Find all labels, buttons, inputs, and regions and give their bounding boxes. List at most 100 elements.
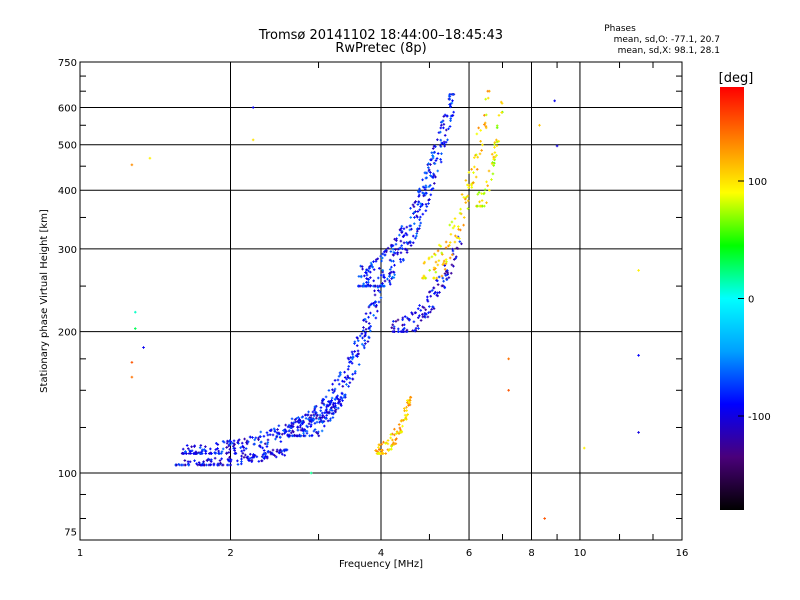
data-point <box>283 428 287 431</box>
data-point <box>419 319 423 322</box>
data-point <box>427 185 431 188</box>
data-point <box>411 312 414 316</box>
data-point <box>455 236 459 239</box>
data-point <box>215 441 218 445</box>
data-point <box>290 424 293 427</box>
data-point <box>483 123 486 126</box>
data-point <box>409 244 413 247</box>
data-point <box>424 171 427 175</box>
data-point <box>383 253 387 257</box>
data-point <box>365 273 369 277</box>
data-point <box>470 186 474 189</box>
data-point <box>419 202 423 205</box>
data-point <box>265 445 269 448</box>
data-point <box>429 171 432 174</box>
data-point <box>388 282 392 286</box>
data-point <box>290 421 293 425</box>
data-point <box>306 413 310 417</box>
data-point <box>341 385 345 388</box>
data-point <box>393 251 397 255</box>
data-point <box>227 440 231 444</box>
data-point <box>384 452 388 455</box>
data-point <box>310 418 313 422</box>
data-point <box>309 414 313 417</box>
data-point <box>403 315 407 318</box>
data-point <box>236 459 239 463</box>
x-tick-label: 6 <box>466 548 472 559</box>
data-point <box>424 308 427 312</box>
data-point <box>398 228 402 231</box>
data-point <box>367 327 371 330</box>
data-point <box>436 279 439 283</box>
data-point <box>333 397 337 401</box>
data-point <box>439 143 442 147</box>
data-point <box>268 450 272 454</box>
data-point <box>432 173 436 177</box>
data-point <box>474 175 478 179</box>
data-point <box>362 344 366 348</box>
data-point <box>385 250 388 254</box>
data-point <box>320 401 324 405</box>
data-point <box>426 299 430 303</box>
data-point <box>351 377 354 381</box>
data-point <box>436 294 440 298</box>
data-point <box>451 249 455 253</box>
data-point <box>262 434 266 438</box>
data-point <box>317 417 321 421</box>
data-point <box>199 444 203 447</box>
data-point <box>434 253 437 257</box>
data-point <box>236 439 240 443</box>
y-tick-label: 400 <box>58 186 77 197</box>
data-point <box>478 152 482 156</box>
data-point <box>321 397 325 401</box>
data-point <box>216 463 220 467</box>
data-point <box>292 421 296 424</box>
data-point <box>320 399 324 403</box>
data-point <box>442 261 445 265</box>
data-point <box>315 420 319 424</box>
data-point <box>456 247 460 250</box>
data-point <box>425 191 428 195</box>
data-point <box>492 164 495 167</box>
data-point <box>399 430 403 434</box>
data-point <box>266 433 270 437</box>
data-point <box>275 435 278 439</box>
data-point <box>442 259 446 263</box>
data-point <box>378 284 382 288</box>
data-point <box>186 447 190 450</box>
y-tick-label: 75 <box>64 528 77 539</box>
data-point <box>307 417 310 421</box>
data-point <box>183 459 187 462</box>
data-point <box>180 463 184 467</box>
data-point <box>417 193 421 197</box>
data-point <box>412 211 416 214</box>
data-point <box>363 318 367 321</box>
data-point <box>142 346 145 349</box>
data-point <box>330 409 334 412</box>
data-point <box>369 329 372 333</box>
data-point <box>381 282 384 285</box>
data-point <box>233 447 237 450</box>
data-point <box>389 433 393 436</box>
data-point <box>219 452 223 455</box>
data-point <box>417 327 420 330</box>
data-point <box>372 279 376 283</box>
data-point <box>297 421 301 424</box>
data-point <box>373 289 376 293</box>
data-point <box>434 159 438 162</box>
data-point <box>538 123 541 127</box>
data-point <box>448 223 452 227</box>
data-point <box>454 255 458 259</box>
data-point <box>493 141 497 144</box>
data-point <box>466 194 470 198</box>
data-point <box>205 459 209 462</box>
data-point <box>130 361 134 364</box>
data-point <box>448 256 452 260</box>
x-tick-label: 4 <box>378 548 384 559</box>
data-point <box>424 209 428 213</box>
data-point <box>431 155 435 158</box>
data-point <box>198 446 202 449</box>
data-point <box>421 178 424 182</box>
data-point <box>372 268 376 271</box>
data-point <box>380 442 384 446</box>
